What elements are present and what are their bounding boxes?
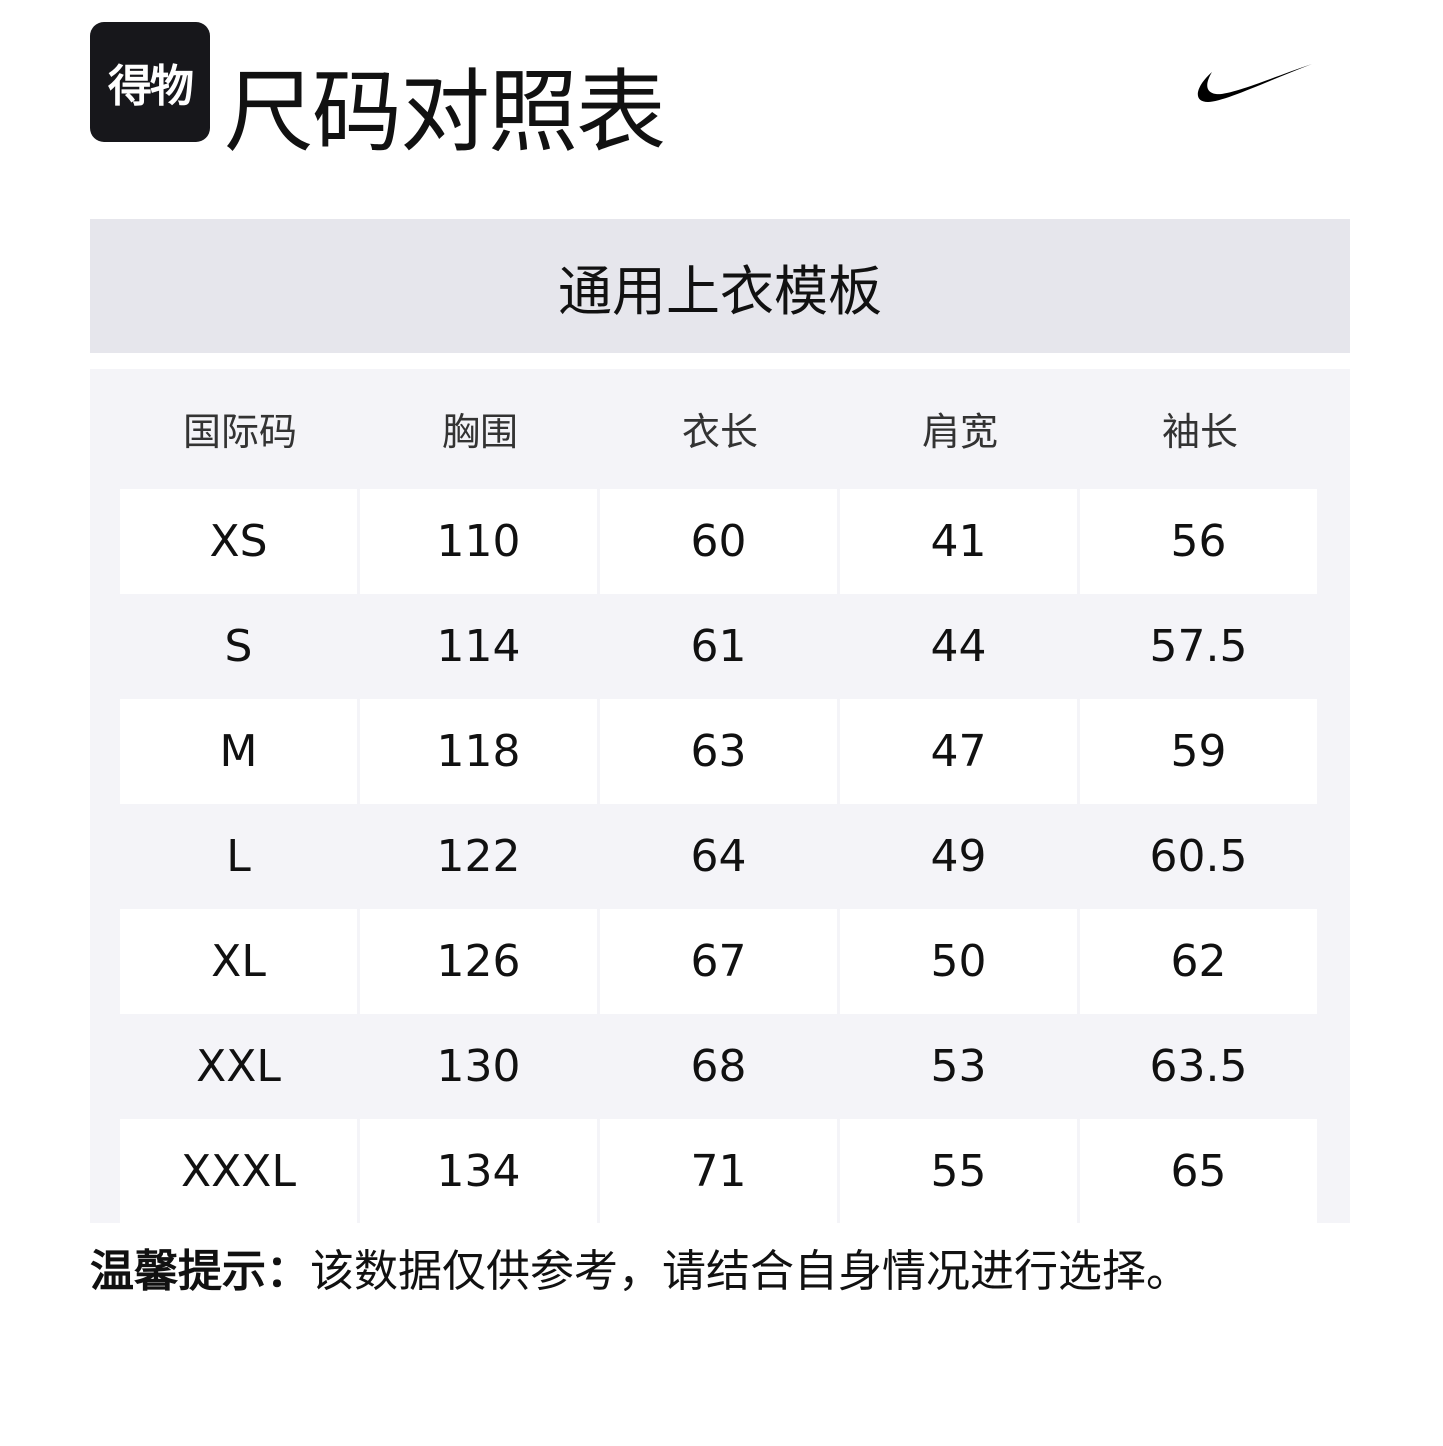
table-cell: 60 — [600, 489, 837, 594]
size-table: 国际码 胸围 衣长 肩宽 袖长 XS 110 60 41 56 S 114 61 44 57.5 M… — [90, 369, 1350, 1223]
table-row: XXL 130 68 53 63.5 — [120, 1014, 1317, 1119]
table-cell: 55 — [840, 1119, 1077, 1223]
table-cell: XS — [120, 489, 357, 594]
table-cell: 134 — [360, 1119, 597, 1223]
logo-text: 得物 — [108, 61, 194, 112]
table-cell: 57.5 — [1149, 621, 1248, 672]
table-cell: 126 — [360, 909, 597, 1014]
table-cell: 41 — [840, 489, 1077, 594]
table-header: 国际码 胸围 衣长 肩宽 袖长 — [120, 369, 1320, 487]
dewu-logo: 得物 — [90, 22, 210, 142]
table-cell: 63.5 — [1149, 1041, 1248, 1092]
table-cell: 62 — [1080, 909, 1317, 1014]
table-cell: XL — [120, 909, 357, 1014]
table-row: M 118 63 47 59 — [120, 699, 1317, 804]
nike-swoosh-icon — [1197, 64, 1312, 102]
table-cell: 63 — [600, 699, 837, 804]
table-cell: 60.5 — [1149, 831, 1248, 882]
table-cell: 110 — [360, 489, 597, 594]
table-cell: 114 — [436, 621, 521, 672]
template-title: 通用上衣模板 — [90, 219, 1350, 353]
table-cell: 130 — [436, 1041, 521, 1092]
table-cell: S — [224, 621, 253, 672]
table-cell: XXXL — [120, 1119, 357, 1223]
table-cell: 44 — [930, 621, 987, 672]
table-cell: 71 — [600, 1119, 837, 1223]
table-cell: 53 — [930, 1041, 987, 1092]
table-cell: 68 — [690, 1041, 747, 1092]
table-row: XL 126 67 50 62 — [120, 909, 1317, 1014]
table-cell: 61 — [690, 621, 747, 672]
table-cell: 47 — [840, 699, 1077, 804]
table-cell: 59 — [1080, 699, 1317, 804]
table-row: L 122 64 49 60.5 — [120, 804, 1317, 909]
table-cell: 118 — [360, 699, 597, 804]
header-cell: 国际码 — [182, 409, 297, 454]
header-cell: 衣长 — [681, 409, 758, 454]
table-row: S 114 61 44 57.5 — [120, 594, 1317, 699]
page-title: 尺码对照表 — [224, 60, 666, 165]
table-cell: 67 — [600, 909, 837, 1014]
tip-label: 温馨提示： — [90, 1246, 310, 1297]
header-cell: 袖长 — [1161, 409, 1238, 454]
table-cell: L — [226, 831, 251, 882]
table-cell: 56 — [1080, 489, 1317, 594]
table-cell: 122 — [436, 831, 521, 882]
table-cell: XXL — [196, 1041, 281, 1092]
table-cell: M — [120, 699, 357, 804]
table-row: XS 110 60 41 56 — [120, 489, 1317, 594]
tip-note: 温馨提示：该数据仅供参考，请结合自身情况进行选择。 — [90, 1240, 1190, 1304]
table-cell: 50 — [840, 909, 1077, 1014]
table-cell: 64 — [690, 831, 747, 882]
table-cell: 49 — [930, 831, 987, 882]
table-cell: 65 — [1080, 1119, 1317, 1223]
header-cell: 胸围 — [441, 409, 518, 454]
table-row: XXXL 134 71 55 65 — [120, 1119, 1317, 1223]
tip-text: 该数据仅供参考，请结合自身情况进行选择。 — [310, 1246, 1190, 1297]
header-cell: 肩宽 — [921, 409, 998, 454]
